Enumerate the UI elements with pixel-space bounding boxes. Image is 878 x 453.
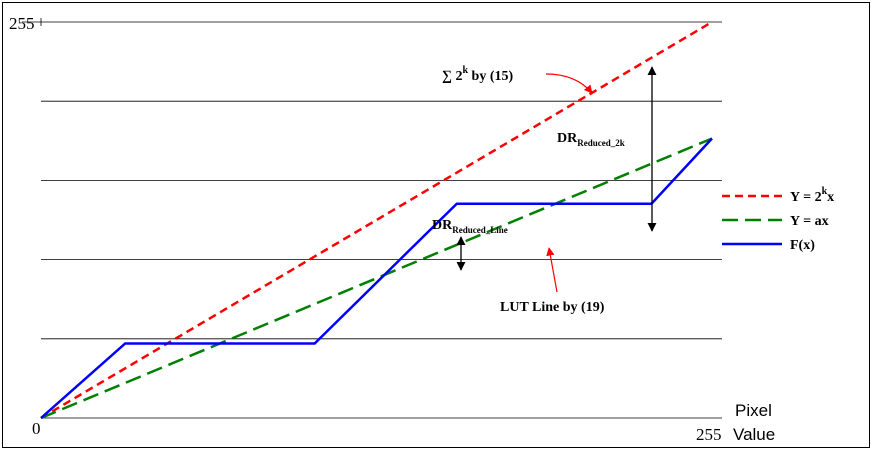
x-axis-label-line1: Pixel xyxy=(735,401,772,420)
legend-label-1: Y = 2kx xyxy=(790,186,834,205)
chart-frame xyxy=(2,2,870,448)
legend: Y = 2kx Y = ax F(x) xyxy=(722,186,834,253)
annotation-dr-reduced-2k: DRReduced_2k xyxy=(557,131,625,148)
x-tick-label-min: 0 xyxy=(32,419,41,438)
y-tick-label-max: 255 xyxy=(9,14,35,33)
series-line-2 xyxy=(40,137,713,420)
legend-label-3: F(x) xyxy=(790,238,815,253)
annotation-sum-arrow xyxy=(545,73,593,94)
annotation-lut-line: LUT Line by (19) xyxy=(500,300,605,315)
series-line-3 xyxy=(40,137,713,419)
series-line-1 xyxy=(40,20,713,420)
x-tick-label-max: 255 xyxy=(696,425,722,444)
annotation-dr-reduced-line: DRReduced_Line xyxy=(432,218,508,235)
x-axis-label-line2: Value xyxy=(733,425,775,444)
grid-lines xyxy=(22,18,722,419)
annotation-sum-2k: ∑ 2k by (15) xyxy=(442,65,513,84)
annotation-lut-arrow xyxy=(546,247,558,293)
series-layer xyxy=(40,20,713,420)
legend-label-2: Y = ax xyxy=(790,214,829,229)
